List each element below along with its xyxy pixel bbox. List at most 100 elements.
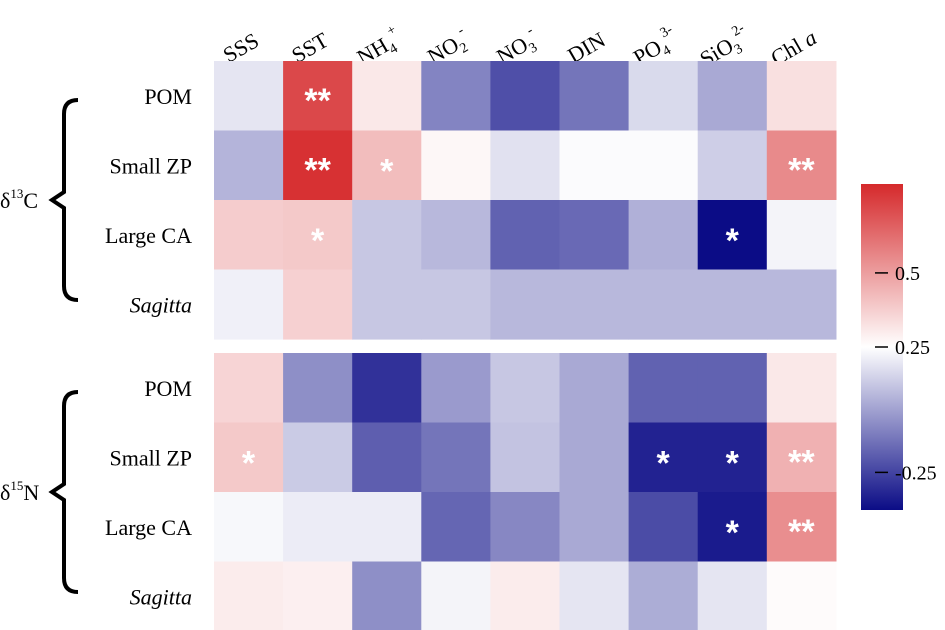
heatmap-cell [697, 422, 768, 493]
significance-marker: * [726, 222, 740, 260]
heatmap-cell [421, 353, 491, 424]
heatmap-cell [697, 130, 768, 201]
significance-marker: * [380, 152, 394, 190]
group-label-element: C [23, 188, 38, 213]
heatmap-cell [766, 353, 837, 424]
significance-marker: ** [304, 82, 331, 120]
heatmap-cell [766, 492, 837, 563]
significance-marker: ** [304, 151, 331, 189]
row-label-pom: POM [144, 84, 192, 109]
heatmap-cell [697, 61, 768, 132]
heatmap-cell [421, 269, 491, 340]
heatmap-cell [283, 269, 353, 340]
row-label-large-ca: Large CA [105, 223, 192, 248]
group-label-isotope: 13 [10, 186, 23, 201]
heatmap-cell [490, 130, 561, 201]
heatmap-cell [559, 200, 630, 271]
heatmap-cell [421, 61, 491, 132]
heatmap-cell [352, 130, 422, 201]
column-label-sup: - [524, 23, 536, 38]
heatmap-cell [628, 269, 699, 340]
row-label-large-ca: Large CA [105, 515, 192, 540]
row-labels: POM Small ZP Large CA Sagitta POM Small ZP Lar… [105, 84, 192, 610]
heatmap-cell [628, 200, 699, 271]
heatmap-cell [766, 200, 837, 271]
heatmap-cell [283, 492, 353, 563]
group-label-delta: δ [0, 480, 10, 505]
significance-marker: * [726, 514, 740, 552]
heatmap-cell [352, 61, 422, 132]
significance-marker: ** [788, 443, 815, 481]
colorbar-tick-label: 0.5 [895, 263, 920, 285]
heatmap-cell [697, 269, 768, 340]
heatmap-cell [283, 561, 353, 630]
row-label-small-zp: Small ZP [109, 445, 192, 470]
heatmap-cell [421, 130, 491, 201]
group-label-element: N [23, 480, 39, 505]
heatmap-cell [766, 561, 837, 630]
heatmap-cell [421, 422, 491, 493]
group-bracket [48, 98, 79, 302]
heatmap-cell [283, 200, 353, 271]
heatmap-cell [766, 61, 837, 132]
heatmap-cell [490, 61, 561, 132]
heatmap-cell [352, 561, 422, 630]
heatmap-cell [214, 353, 284, 424]
heatmap-cell [490, 353, 561, 424]
heatmap-cell [214, 422, 284, 493]
heatmap-cell [214, 61, 284, 132]
colorbar-tick-label: -0.25 [895, 462, 937, 484]
heatmap-cells: **** * *** ** * * *** ** [214, 61, 837, 630]
heatmap-cell [628, 492, 699, 563]
row-label-pom: POM [144, 376, 192, 401]
heatmap-cell [421, 561, 491, 630]
significance-marker: * [657, 444, 671, 482]
heatmap-cell [283, 130, 353, 201]
heatmap-cell [214, 130, 284, 201]
heatmap-cell [490, 200, 561, 271]
group-label-isotope: 15 [10, 478, 23, 493]
heatmap-cell [628, 561, 699, 630]
heatmap-cell [490, 269, 561, 340]
significance-marker: ** [788, 513, 815, 551]
heatmap-cell [214, 492, 284, 563]
heatmap-cell [352, 422, 422, 493]
heatmap-cell [490, 422, 561, 493]
significance-marker: ** [788, 151, 815, 189]
significance-marker: * [311, 222, 325, 260]
heatmap-cell [352, 269, 422, 340]
heatmap-cell [697, 200, 768, 271]
colorbar: 0.5 0.25 -0.25 [861, 184, 937, 510]
heatmap-cell [490, 561, 561, 630]
heatmap-cell [766, 130, 837, 201]
heatmap-cell [697, 492, 768, 563]
group-label-2: δ15N [0, 478, 39, 505]
group-label-delta: δ [0, 188, 10, 213]
column-label-sup: - [455, 23, 467, 38]
heatmap-cell [352, 492, 422, 563]
colorbar-tick-label: 0.25 [895, 337, 930, 359]
significance-marker: * [242, 444, 256, 482]
heatmap-cell [352, 200, 422, 271]
heatmap-cell [352, 353, 422, 424]
row-label-sagitta: Sagitta [130, 292, 192, 317]
heatmap-cell [766, 422, 837, 493]
heatmap-cell [283, 353, 353, 424]
column-label-sup: 3- [658, 22, 676, 41]
heatmap-cell [628, 61, 699, 132]
heatmap-cell [766, 269, 837, 340]
heatmap-cell [214, 269, 284, 340]
heatmap-cell [559, 492, 630, 563]
heatmap-cell [697, 353, 768, 424]
heatmap-cell [628, 353, 699, 424]
heatmap-cell [628, 422, 699, 493]
heatmap-cell [559, 561, 630, 630]
heatmap-cell [559, 61, 630, 132]
heatmap-cell [559, 269, 630, 340]
heatmap-cell [697, 561, 768, 630]
significance-marker: * [726, 444, 740, 482]
heatmap-cell [214, 561, 284, 630]
heatmap-cell [283, 422, 353, 493]
